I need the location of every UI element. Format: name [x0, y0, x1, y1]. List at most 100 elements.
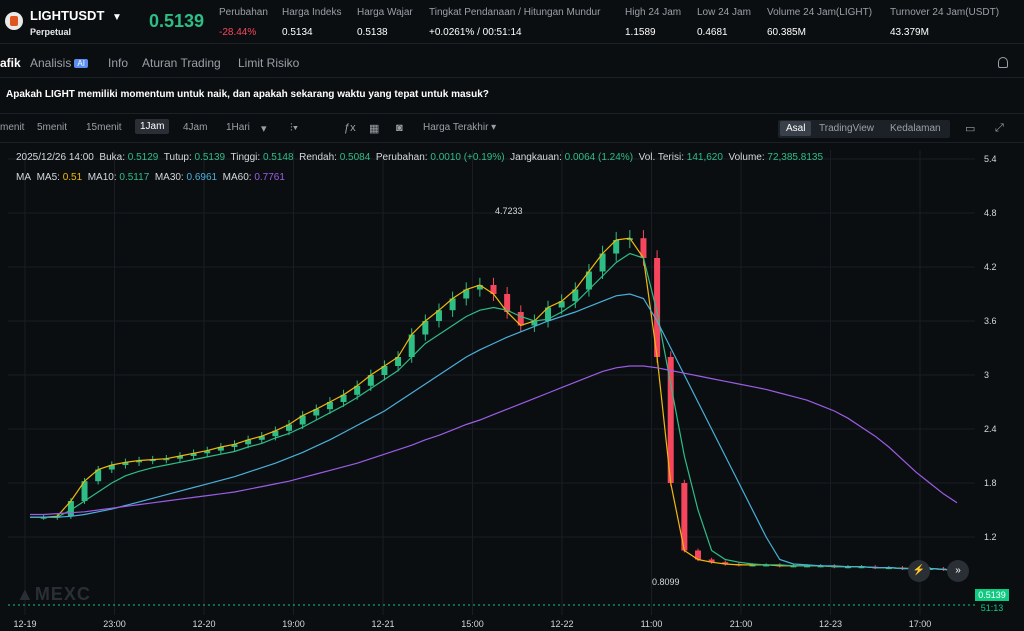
ma-legend-label[interactable]: MA	[16, 172, 31, 183]
tab-info[interactable]: Info	[108, 56, 129, 70]
candle-body	[422, 321, 429, 335]
stat-index-price: Harga Indeks 0.5134	[282, 7, 342, 38]
timeframe-1d[interactable]: 1Hari	[226, 122, 250, 133]
legend-date: 2025/12/26 14:00	[16, 152, 94, 163]
x-tick-label: 21:00	[730, 619, 753, 629]
tab-analysis[interactable]: Analisis AI	[30, 56, 88, 70]
y-tick-label: 1.8	[984, 478, 997, 488]
low-annotation: 0.8099	[652, 577, 680, 587]
candle-body	[817, 565, 824, 568]
candle-body	[258, 436, 265, 440]
flash-icon[interactable]: ⚡	[908, 560, 930, 582]
candle-body	[340, 394, 347, 402]
candle-body	[476, 285, 483, 290]
timeframe-4h[interactable]: 4Jam	[183, 122, 208, 133]
last-price-tag: 0.5139	[975, 589, 1009, 601]
layout-grid-icon[interactable]: ▦	[369, 123, 380, 135]
y-tick-label: 1.2	[984, 532, 997, 542]
candle-body	[585, 271, 592, 290]
candle-body	[558, 301, 565, 308]
mexc-watermark: ▲MEXC	[16, 584, 91, 604]
view-depth[interactable]: Kedalaman	[890, 123, 941, 134]
candle-body	[40, 517, 47, 519]
candle-body	[408, 334, 415, 357]
caret-down-icon[interactable]: ▼	[112, 12, 122, 23]
timeframe-dropdown-icon[interactable]: ▾	[261, 123, 267, 135]
ma10-line	[30, 252, 958, 571]
timeframe-5m[interactable]: 5menit	[37, 122, 68, 133]
ma60-line	[30, 365, 958, 516]
x-tick-label: 12-21	[371, 619, 394, 629]
y-tick-label: 2.4	[984, 424, 997, 434]
candle-body	[858, 566, 865, 569]
countdown-tag: 51:13	[975, 602, 1009, 614]
candle-body	[749, 564, 756, 567]
candle-body	[490, 285, 497, 294]
x-tick-label: 15:00	[461, 619, 484, 629]
candle-body	[163, 458, 170, 461]
x-tick-label: 12-19	[13, 619, 36, 629]
tab-trading-rules[interactable]: Aturan Trading	[142, 56, 221, 70]
high-annotation: 4.7233	[495, 206, 523, 216]
x-tick-label: 12-22	[550, 619, 573, 629]
token-logo-icon	[5, 12, 23, 30]
candle-body	[708, 559, 715, 563]
stat-turnover-24h: Turnover 24 Jam(USDT) 43.379M	[890, 7, 1000, 38]
view-original[interactable]: Asal	[780, 121, 812, 136]
x-tick-label: 12-20	[192, 619, 215, 629]
scroll-right-icon[interactable]: »	[947, 560, 969, 582]
price-chart[interactable]: 5.4 4.8 4.2 3.6 3 2.4 1.8 1.2 12-19 23:00 12-20 19:…	[0, 145, 1024, 631]
y-tick-label: 3.6	[984, 316, 997, 326]
stat-volume-24h: Volume 24 Jam(LIGHT) 60.385M	[767, 7, 873, 38]
candle-body	[694, 550, 701, 560]
view-tradingview[interactable]: TradingView	[819, 123, 875, 134]
candle-body	[190, 453, 197, 456]
ma30-line	[30, 293, 958, 571]
camera-icon[interactable]: ◙	[396, 122, 403, 134]
candle-body	[122, 462, 129, 465]
candle-body	[545, 307, 552, 321]
candle-body	[804, 565, 811, 568]
x-tick-label: 23:00	[103, 619, 126, 629]
candle-body	[149, 459, 156, 462]
candle-body	[217, 447, 224, 451]
candle-type-icon[interactable]: ⫶▾	[290, 122, 299, 134]
ticker-header: LIGHTUSDT Perpetual ▼ 0.5139 Perubahan -…	[0, 0, 1024, 44]
symbol-name[interactable]: LIGHTUSDT	[30, 8, 105, 23]
timeframe-1h[interactable]: 1Jam	[135, 119, 170, 134]
timeframe-1m[interactable]: menit	[0, 122, 25, 133]
candle-body	[885, 567, 892, 570]
candle-body	[449, 298, 456, 311]
candle-body	[463, 289, 470, 299]
contract-type: Perpetual	[30, 27, 72, 37]
indicator-fx-icon[interactable]: ƒx	[344, 122, 356, 134]
candle-body	[313, 409, 320, 416]
content-tabs: afik Analisis AI Info Aturan Trading Limi…	[0, 50, 1024, 78]
candle-body	[722, 562, 729, 564]
candle-body	[504, 294, 511, 312]
window-icon[interactable]: ▭	[965, 123, 976, 135]
x-tick-label: 12-23	[819, 619, 842, 629]
timeframe-15m[interactable]: 15menit	[86, 122, 122, 133]
view-switch: Asal TradingView Kedalaman	[778, 120, 950, 138]
stat-funding-rate[interactable]: Tingkat Pendanaan / Hitungan Mundur +0.0…	[429, 7, 601, 38]
candle-body	[367, 375, 374, 386]
ai-question-prompt[interactable]: Apakah LIGHT memiliki momentum untuk nai…	[6, 89, 489, 100]
candle-body	[272, 430, 279, 437]
candle-body	[231, 444, 238, 447]
tab-chart[interactable]: afik	[0, 56, 21, 70]
candle-body	[654, 258, 661, 357]
fullscreen-icon[interactable]: ⤢	[995, 122, 1004, 134]
chart-toolbar: menit 5menit 15menit 1Jam 4Jam 1Hari ▾ ⫶…	[0, 113, 1024, 143]
candle-body	[204, 450, 211, 454]
y-tick-label: 4.2	[984, 262, 997, 272]
candle-body	[599, 253, 606, 272]
bell-icon[interactable]	[998, 57, 1008, 68]
tab-risk-limit[interactable]: Limit Risiko	[238, 56, 300, 70]
stat-high-24h: High 24 Jam 1.1589	[625, 7, 682, 38]
candle-body	[763, 564, 770, 567]
candle-body	[245, 439, 252, 445]
candle-body	[354, 385, 361, 395]
candle-body	[176, 456, 183, 459]
price-type-select[interactable]: Harga Terakhir ▾	[423, 122, 497, 133]
